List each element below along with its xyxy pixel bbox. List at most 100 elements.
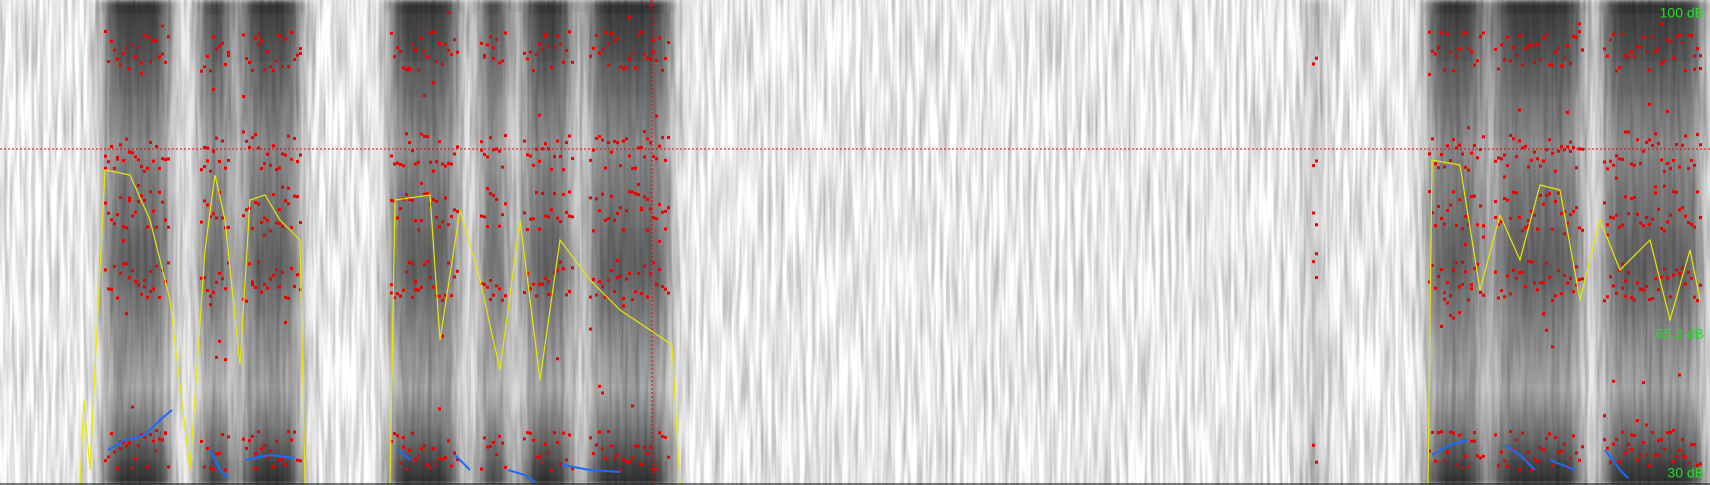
formant-dot [200,220,203,224]
formant-dot [438,457,441,461]
formant-dot [215,47,218,51]
formant-dot [1660,158,1663,162]
formant-dot [541,191,544,195]
energy-band [1312,0,1318,485]
formant-dot [1663,169,1666,173]
formant-dot [1449,203,1452,207]
formant-dot [1699,216,1702,220]
formant-dot [1446,208,1449,212]
formant-dot [140,433,143,437]
formant-dot [1500,450,1503,454]
formant-dot [1458,433,1461,437]
formant-dot [1315,159,1318,163]
formant-dot [1603,414,1606,418]
formant-dot [155,264,158,268]
formant-dot [1609,275,1612,279]
formant-dot [492,148,495,152]
formant-dot [1470,151,1473,155]
formant-dot [1512,269,1515,273]
formant-dot [1515,438,1518,442]
formant-dot [438,407,441,411]
formant-dot [1657,288,1660,292]
formant-dot [414,288,417,292]
formant-dot [1503,58,1506,62]
formant-dot [1503,197,1506,201]
formant-dot [405,132,408,136]
formant-dot [260,447,263,451]
formant-dot [598,280,601,284]
formant-dot [538,282,541,286]
formant-dot [541,147,544,151]
formant-dot [1494,200,1497,204]
formant-dot [483,282,486,286]
formant-dot [1675,455,1678,459]
formant-dot [456,458,459,462]
formant-dot [1690,443,1693,447]
formant-dot [432,81,435,85]
formant-dot [251,227,254,231]
formant-dot [658,36,661,40]
formant-dot [128,66,131,70]
formant-dot [209,215,212,219]
formant-dot [444,196,447,200]
formant-dot [613,457,616,461]
formant-dot [1482,454,1485,458]
formant-dot [1606,446,1609,450]
formant-dot [140,165,143,169]
formant-dot [420,447,423,451]
formant-dot [1467,465,1470,469]
formant-dot [1458,47,1461,51]
formant-dot [1455,223,1458,227]
formant-dot [1609,215,1612,219]
formant-dot [209,466,212,470]
formant-dot [1548,432,1551,436]
formant-dot [1536,288,1539,292]
formant-dot [399,162,402,166]
formant-dot [128,276,131,280]
formant-dot [1657,439,1660,443]
formant-dot [432,285,435,289]
formant-dot [598,209,601,213]
formant-dot [1548,192,1551,196]
formant-dot [1606,233,1609,237]
formant-dot [489,445,492,449]
formant-dot [447,161,450,165]
formant-dot [143,169,146,173]
formant-dot [1509,430,1512,434]
formant-dot [1315,276,1318,280]
formant-dot [206,54,209,58]
formant-dot [1672,190,1675,194]
formant-dot [209,303,212,307]
formant-dot [296,53,299,57]
formant-dot [640,462,643,466]
formant-dot [134,457,137,461]
formant-dot [426,192,429,196]
formant-dot [643,52,646,56]
formant-dot [1527,219,1530,223]
formant-dot [272,144,275,148]
formant-dot [1467,46,1470,50]
formant-dot [492,440,495,444]
formant-dot [1464,242,1467,246]
formant-dot [290,266,293,270]
formant-dot [1506,164,1509,168]
formant-dot [589,436,592,440]
formant-dot [435,462,438,466]
formant-dot [622,139,625,143]
formant-dot [1621,430,1624,434]
formant-dot [604,456,607,460]
formant-dot [441,220,444,224]
formant-dot [1530,260,1533,264]
formant-dot [1548,63,1551,67]
formant-dot [1627,130,1630,134]
formant-dot [1563,232,1566,236]
formant-dot [1699,143,1702,147]
formant-dot [1476,262,1479,266]
formant-dot [125,137,128,141]
formant-dot [1461,260,1464,264]
formant-dot [601,285,604,289]
formant-dot [1548,138,1551,142]
formant-dot [206,289,209,293]
formant-dot [1434,286,1437,290]
formant-dot [299,47,302,51]
